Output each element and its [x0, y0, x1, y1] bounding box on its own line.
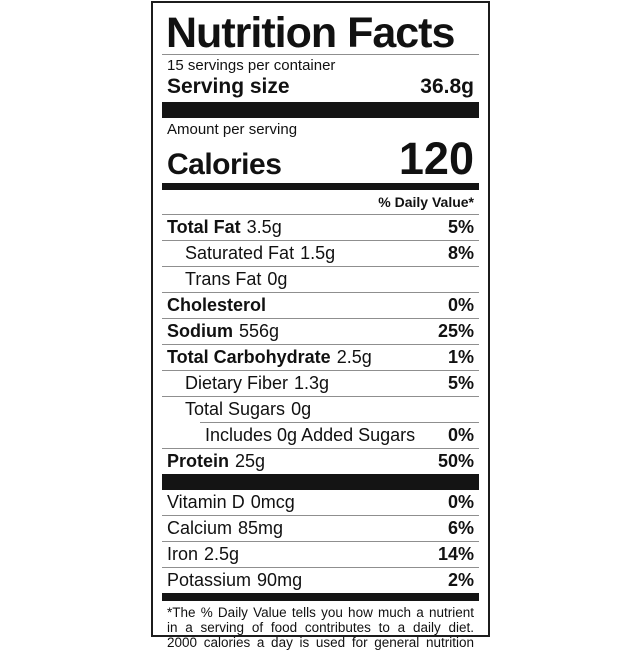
calories-label: Calories	[167, 148, 282, 181]
nutrient-name: Total Sugars	[185, 399, 286, 419]
nutrient-name-amount: Total Fat 3.5g	[167, 218, 282, 237]
nutrient-name-amount: Total Sugars 0g	[185, 400, 311, 419]
nutrient-amount: 0g	[267, 269, 288, 289]
nutrient-name-amount: Cholesterol	[167, 296, 272, 315]
nutrient-name: Vitamin D	[167, 492, 245, 512]
nutrient-name-amount: Potassium 90mg	[167, 571, 302, 590]
row-dietary-fiber: Dietary Fiber 1.3g 5%	[162, 370, 479, 396]
nutrient-dv: 0%	[447, 492, 474, 512]
nutrient-dv: 1%	[447, 347, 474, 367]
nutrient-name: Includes 0g Added Sugars	[205, 425, 416, 445]
row-trans-fat: Trans Fat 0g	[162, 266, 479, 292]
nutrient-name: Trans Fat	[185, 269, 262, 289]
row-total-carbohydrate: Total Carbohydrate 2.5g 1%	[162, 344, 479, 370]
nutrient-name-amount: Dietary Fiber 1.3g	[185, 374, 329, 393]
nutrient-name: Potassium	[167, 570, 252, 590]
daily-value-header: % Daily Value*	[378, 194, 474, 210]
label-title: Nutrition Facts	[162, 3, 479, 55]
row-sodium: Sodium 556g 25%	[162, 318, 479, 344]
nutrient-amount: 25g	[235, 451, 266, 471]
row-total-sugars: Total Sugars 0g	[162, 396, 479, 422]
nutrient-dv: 0%	[447, 295, 474, 315]
nutrient-name-amount: Vitamin D 0mcg	[167, 493, 295, 512]
nutrient-name-amount: Total Carbohydrate 2.5g	[167, 348, 372, 367]
divider-thick-top	[162, 102, 479, 118]
calories-value: 120	[398, 133, 474, 184]
nutrient-dv: 5%	[447, 217, 474, 237]
serving-size-value: 36.8g	[420, 75, 474, 98]
nutrient-amount: 556g	[239, 321, 280, 341]
row-saturated-fat: Saturated Fat 1.5g 8%	[162, 240, 479, 266]
nutrient-dv: 5%	[447, 373, 474, 393]
nutrient-name: Sodium	[167, 321, 233, 341]
servings-per-container: 15 servings per container	[167, 57, 336, 74]
row-cholesterol: Cholesterol 0%	[162, 292, 479, 318]
nutrient-name: Cholesterol	[167, 295, 267, 315]
nutrient-dv: 6%	[447, 518, 474, 538]
divider-thick-middle	[162, 474, 479, 490]
nutrient-name-amount: Saturated Fat 1.5g	[185, 244, 335, 263]
nutrient-name: Total Fat	[167, 217, 241, 237]
nutrient-amount: 2.5g	[336, 347, 372, 367]
serving-size-row: Serving size 36.8g	[162, 74, 479, 102]
nutrient-name-amount: Trans Fat 0g	[185, 270, 287, 289]
row-calcium: Calcium 85mg 6%	[162, 515, 479, 541]
nutrient-dv: 2%	[447, 570, 474, 590]
nutrient-name-amount: Sodium 556g	[167, 322, 279, 341]
amount-per-serving-label: Amount per serving	[167, 121, 298, 138]
footnote-line: in a serving of food contributes to a da…	[167, 620, 474, 635]
nutrient-name-amount: Calcium 85mg	[167, 519, 283, 538]
footnote-line: 2000 calories a day is used for general …	[167, 635, 474, 650]
row-potassium: Potassium 90mg 2%	[162, 567, 479, 593]
nutrient-name-amount: Protein 25g	[167, 452, 265, 471]
row-total-fat: Total Fat 3.5g 5%	[162, 214, 479, 240]
nutrient-name-amount: Iron 2.5g	[167, 545, 239, 564]
nutrient-name: Total Carbohydrate	[167, 347, 331, 367]
nutrient-name-amount: Includes 0g Added Sugars	[205, 426, 421, 445]
serving-size-label: Serving size	[167, 75, 290, 98]
nutrient-dv: 25%	[437, 321, 474, 341]
nutrient-dv: 8%	[447, 243, 474, 263]
nutrient-dv: 14%	[437, 544, 474, 564]
nutrient-amount: 1.5g	[300, 243, 336, 263]
nutrient-amount: 0mcg	[250, 492, 295, 512]
nutrient-name: Calcium	[167, 518, 233, 538]
nutrient-name: Saturated Fat	[185, 243, 295, 263]
nutrient-amount: 1.3g	[294, 373, 330, 393]
divider-bottom	[162, 593, 479, 601]
daily-value-footnote: *The % Daily Value tells you how much a …	[162, 601, 479, 650]
calories-row: Calories 120	[162, 133, 479, 184]
footnote-line: *The % Daily Value tells you how much a …	[167, 605, 474, 620]
nutrient-amount: 0g	[291, 399, 312, 419]
nutrient-dv: 0%	[447, 425, 474, 445]
nutrient-name: Dietary Fiber	[185, 373, 289, 393]
row-vitamin-d: Vitamin D 0mcg 0%	[162, 490, 479, 515]
nutrient-amount: 90mg	[257, 570, 303, 590]
row-added-sugars: Includes 0g Added Sugars 0%	[200, 422, 479, 448]
row-iron: Iron 2.5g 14%	[162, 541, 479, 567]
nutrition-facts-label: Nutrition Facts 15 servings per containe…	[151, 1, 490, 650]
nutrient-dv: 50%	[437, 451, 474, 471]
nutrient-name: Iron	[167, 544, 199, 564]
row-protein: Protein 25g 50%	[162, 448, 479, 474]
nutrient-amount: 2.5g	[204, 544, 240, 564]
nutrient-amount: 3.5g	[246, 217, 282, 237]
nutrient-amount: 85mg	[238, 518, 284, 538]
divider-medium-calories	[162, 183, 479, 190]
nutrient-name: Protein	[167, 451, 230, 471]
